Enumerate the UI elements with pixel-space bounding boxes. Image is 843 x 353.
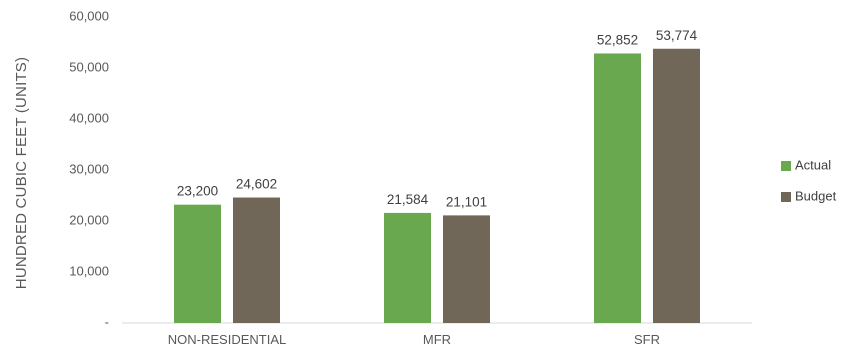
y-tick-label: 50,000 bbox=[69, 59, 109, 74]
x-tick-label: NON-RESIDENTIAL bbox=[168, 332, 286, 347]
data-label: 52,852 bbox=[597, 32, 638, 47]
bar-actual-non-residential bbox=[174, 204, 221, 323]
legend-label-budget: Budget bbox=[795, 188, 837, 203]
y-tick-label: 30,000 bbox=[69, 161, 109, 176]
y-tick-label: 60,000 bbox=[69, 8, 109, 23]
y-tick-label: 40,000 bbox=[69, 110, 109, 125]
bar-budget-sfr bbox=[653, 48, 700, 324]
data-label: 21,584 bbox=[387, 192, 429, 207]
bar-budget-non-residential bbox=[233, 197, 280, 323]
x-axis-categories: NON-RESIDENTIAL MFR SFR bbox=[168, 332, 660, 347]
data-label: 21,101 bbox=[446, 194, 487, 209]
legend-swatch-budget bbox=[781, 192, 791, 202]
legend-swatch-actual bbox=[781, 161, 791, 171]
y-axis-ticks: - 10,000 20,000 30,000 40,000 50,000 60,000 bbox=[69, 8, 109, 329]
y-tick-label: - bbox=[105, 314, 109, 329]
x-tick-label: SFR bbox=[634, 332, 660, 347]
x-tick-label: MFR bbox=[423, 332, 451, 347]
legend-label-actual: Actual bbox=[795, 157, 831, 172]
data-label: 24,602 bbox=[236, 177, 277, 192]
y-tick-label: 10,000 bbox=[69, 263, 109, 278]
bar-actual-mfr bbox=[384, 212, 431, 323]
data-label: 23,200 bbox=[177, 184, 218, 199]
y-tick-label: 20,000 bbox=[69, 212, 109, 227]
data-label: 53,774 bbox=[656, 28, 698, 43]
data-labels-group: 23,200 24,602 21,584 21,101 52,852 53,774 bbox=[177, 28, 698, 210]
y-axis-label: HUNDRED CUBIC FEET (UNITS) bbox=[13, 57, 30, 289]
bar-budget-mfr bbox=[443, 215, 490, 323]
legend: Actual Budget bbox=[781, 157, 837, 203]
bars-group bbox=[174, 48, 700, 324]
bar-actual-sfr bbox=[594, 53, 641, 323]
